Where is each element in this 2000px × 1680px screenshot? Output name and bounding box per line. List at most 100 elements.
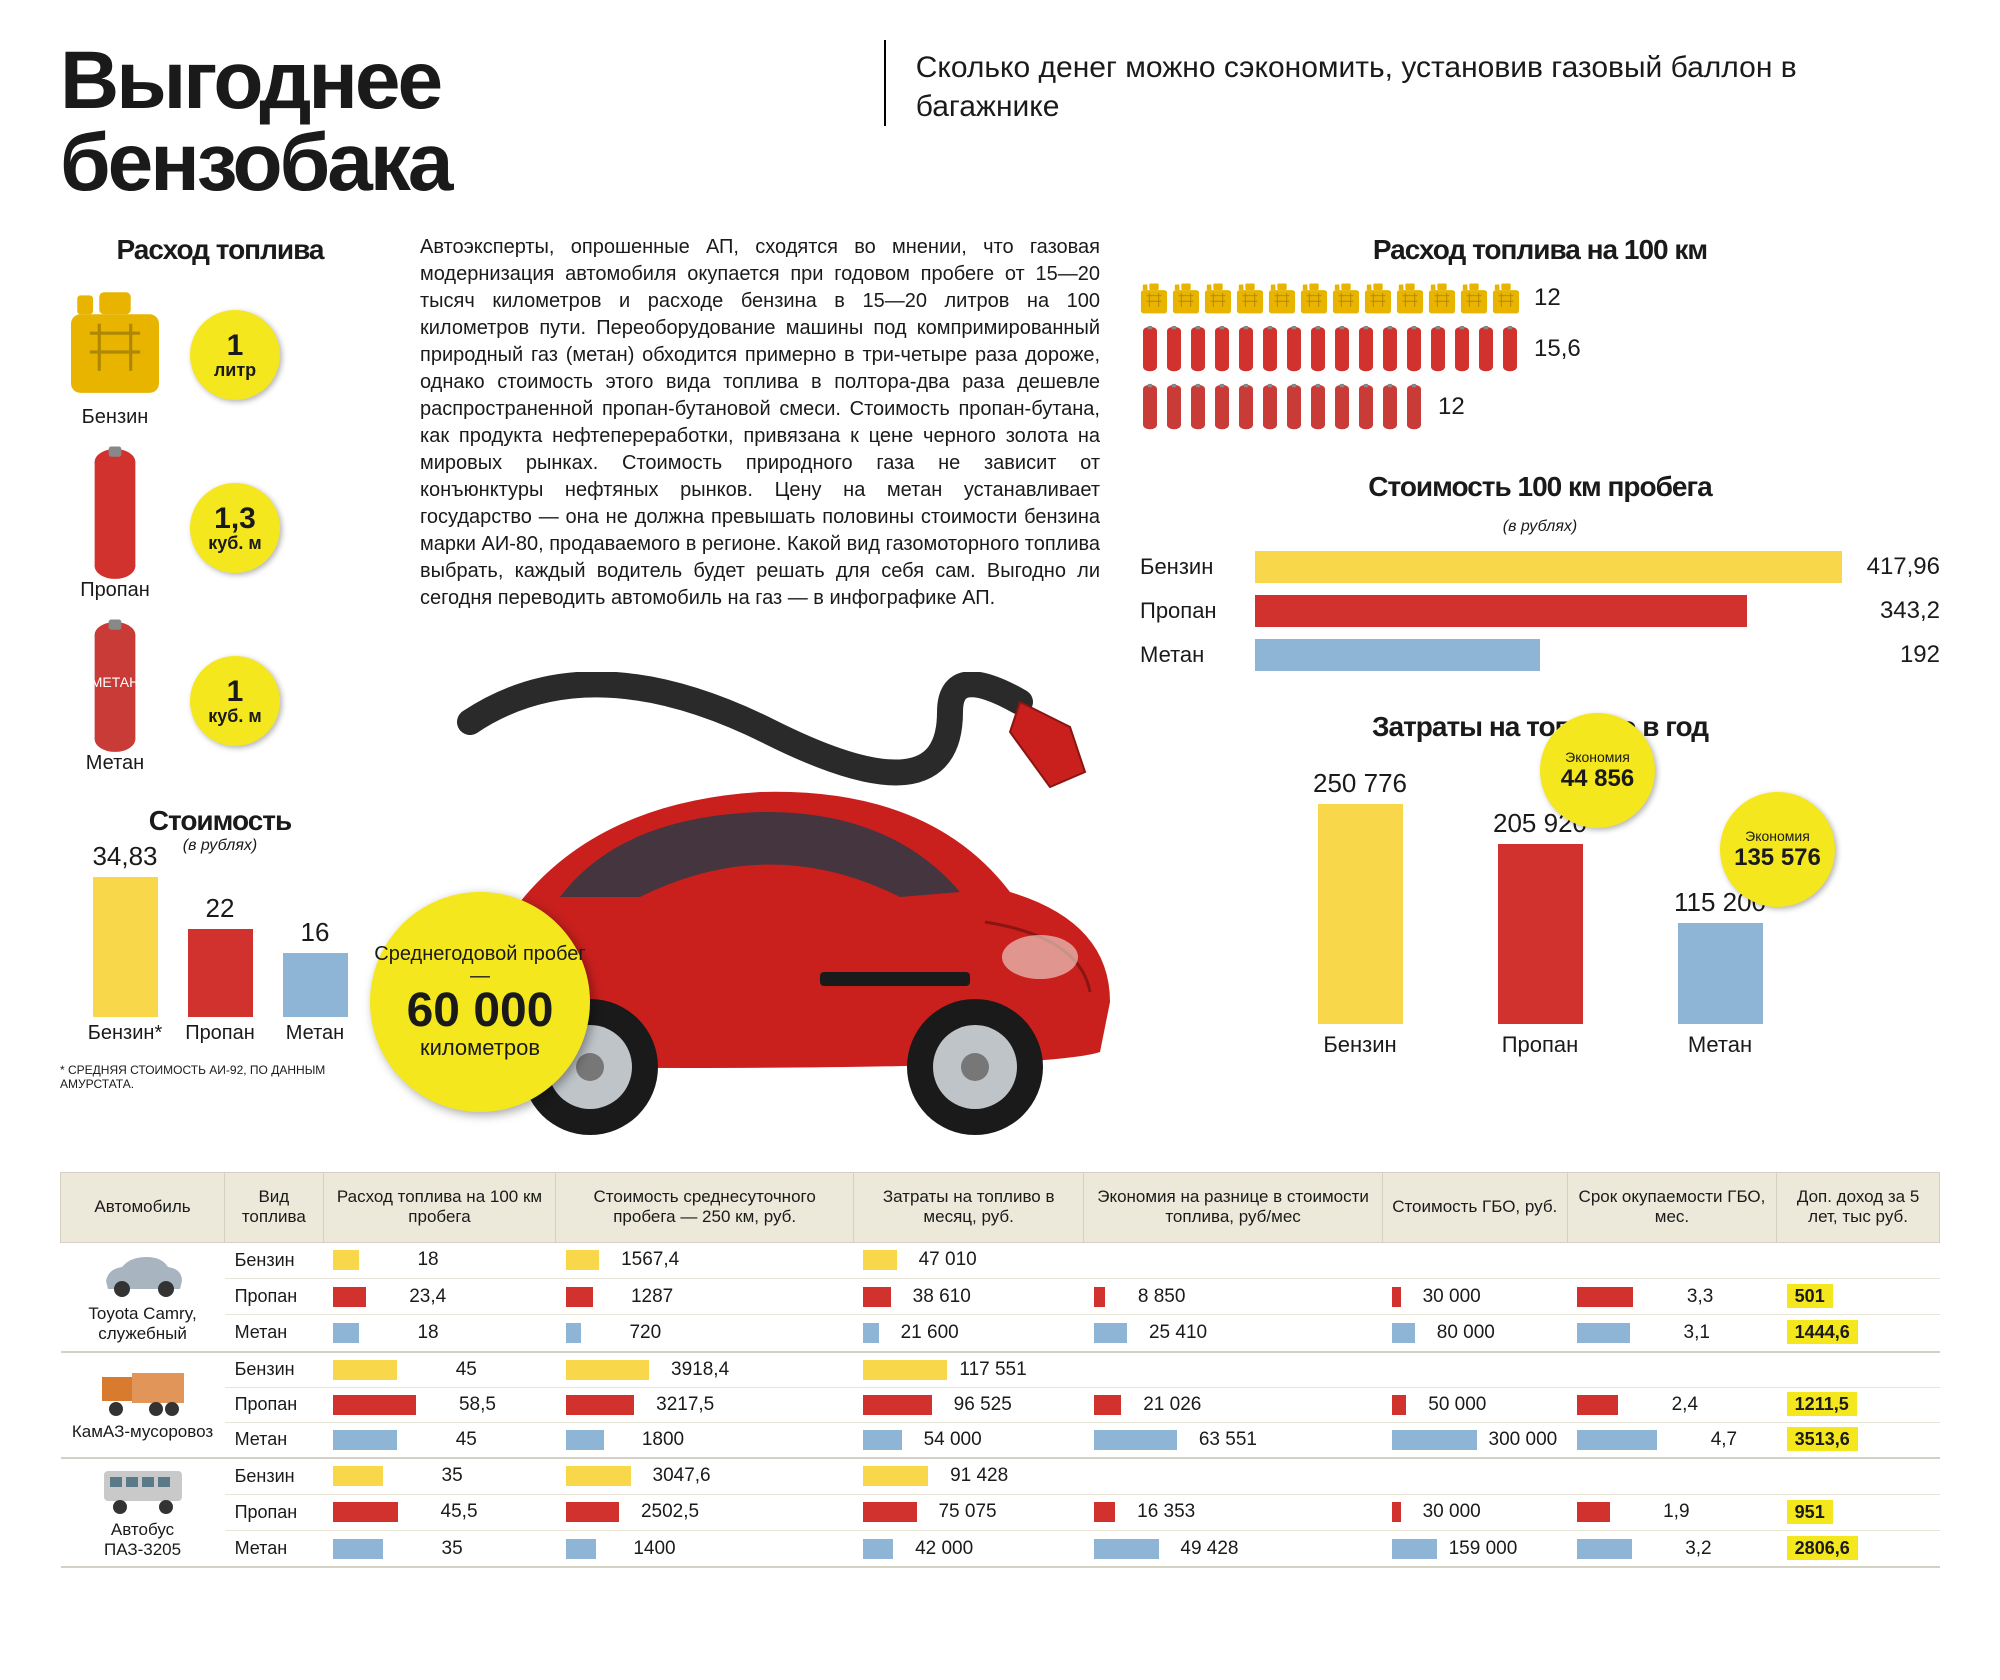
table-cell: 2502,5 (556, 1494, 854, 1530)
cost-bar: 22 Пропан (180, 893, 260, 1045)
table-cell: 42 000 (853, 1531, 1083, 1568)
table-header: Срок окупаемости ГБО, мес. (1567, 1173, 1776, 1243)
table-cell: 35 (323, 1458, 556, 1495)
table-cell: 21 600 (853, 1315, 1083, 1352)
car-cell: Автобус ПАЗ-3205 (61, 1458, 225, 1568)
table-cell: 18 (323, 1315, 556, 1352)
annual-bar: Экономия44 856 205 920 Пропан (1480, 808, 1600, 1058)
tank-icon (60, 454, 170, 574)
table-cell: 80 000 (1382, 1315, 1567, 1352)
table-cell: 45 (323, 1352, 556, 1388)
cost-100km-chart: Стоимость 100 км пробега (в рублях) Бенз… (1140, 471, 1940, 671)
table-cell: 30 000 (1382, 1279, 1567, 1315)
table-row: Пропан23,4128738 6108 85030 0003,3501 (61, 1279, 1940, 1315)
body-text: Автоэксперты, опрошенные АП, сходятся во… (420, 234, 1100, 612)
table-cell: 49 428 (1084, 1531, 1382, 1568)
table-header: Автомобиль (61, 1173, 225, 1243)
hbar-row: Метан 192 (1140, 639, 1940, 671)
cost-chart: Стоимость (в рублях) 34,83 Бензин* 22 Пр… (60, 805, 380, 1091)
income-cell: 1211,5 (1777, 1387, 1940, 1422)
cost-bar: 16 Метан (275, 917, 355, 1045)
table-cell: 3,3 (1567, 1279, 1776, 1315)
comparison-table: АвтомобильВид топливаРасход топлива на 1… (60, 1172, 1940, 1568)
page-subtitle: Сколько денег можно сэкономить, установи… (916, 48, 1940, 126)
income-cell: 951 (1777, 1494, 1940, 1530)
cost-bar: 34,83 Бензин* (85, 841, 165, 1045)
consumption-row: 15,6 (1140, 325, 1940, 373)
table-cell: 300 000 (1382, 1422, 1567, 1458)
car-cell: Toyota Camry, служебный (61, 1242, 225, 1351)
car-illustration: Среднегодовой пробег — 60 000 километров (420, 632, 1100, 1152)
savings-bubble: Экономия44 856 (1540, 713, 1655, 828)
income-cell: 2806,6 (1777, 1531, 1940, 1568)
cost-title: Стоимость (60, 805, 380, 837)
savings-bubble: Экономия135 576 (1720, 792, 1835, 907)
fuel-type: Пропан (225, 1494, 324, 1530)
fuel-type: Метан (225, 1422, 324, 1458)
vehicle-icon (98, 1249, 188, 1299)
table-row: Автобус ПАЗ-3205Бензин353047,691 428 (61, 1458, 1940, 1495)
car-cell: КамАЗ-мусоровоз (61, 1352, 225, 1458)
consumption-row: 12 (1140, 383, 1940, 431)
table-header: Стоимость среднесуточного пробега — 250 … (556, 1173, 854, 1243)
table-row: Пропан58,53217,596 52521 02650 0002,4121… (61, 1387, 1940, 1422)
table-cell: 38 610 (853, 1279, 1083, 1315)
income-cell: 501 (1777, 1279, 1940, 1315)
table-cell: 54 000 (853, 1422, 1083, 1458)
annual-cost-chart: Затраты на топливо в год 250 776 Бензин … (1140, 711, 1940, 1058)
table-cell: 63 551 (1084, 1422, 1382, 1458)
fuel-type: Бензин (225, 1352, 324, 1388)
table-cell: 1800 (556, 1422, 854, 1458)
table-cell: 50 000 (1382, 1387, 1567, 1422)
table-cell: 3217,5 (556, 1387, 854, 1422)
vehicle-icon (98, 1465, 188, 1515)
fuel-type: Бензин (225, 1242, 324, 1278)
mileage-callout: Среднегодовой пробег — 60 000 километров (370, 892, 590, 1112)
table-row: Метан1872021 60025 41080 0003,11444,6 (61, 1315, 1940, 1352)
table-cell: 58,5 (323, 1387, 556, 1422)
consumption-row: 12 (1140, 281, 1940, 315)
table-cell: 45 (323, 1422, 556, 1458)
table-cell: 16 353 (1084, 1494, 1382, 1530)
table-cell: 21 026 (1084, 1387, 1382, 1422)
fuel-type: Пропан (225, 1387, 324, 1422)
table-cell: 3,1 (1567, 1315, 1776, 1352)
table-cell: 3047,6 (556, 1458, 854, 1495)
table-cell: 159 000 (1382, 1531, 1567, 1568)
fuel-type: Пропан (225, 1279, 324, 1315)
vehicle-icon (98, 1367, 188, 1417)
table-cell: 91 428 (853, 1458, 1083, 1495)
table-cell: 23,4 (323, 1279, 556, 1315)
table-row: КамАЗ-мусоровозБензин453918,4117 551 (61, 1352, 1940, 1388)
table-cell: 4,7 (1567, 1422, 1776, 1458)
table-header: Доп. доход за 5 лет, тыс руб. (1777, 1173, 1940, 1243)
hbar-row: Бензин 417,96 (1140, 551, 1940, 583)
fuel-type: Метан (225, 1315, 324, 1352)
consumption-100km: Расход топлива на 100 км 1215,612 (1140, 234, 1940, 431)
fuel-consumption-panel: Расход топлива Бензин 1литр Пропан 1,3ку… (60, 234, 380, 1152)
table-row: Метан45180054 00063 551300 0004,73513,6 (61, 1422, 1940, 1458)
table-cell: 35 (323, 1531, 556, 1568)
annual-bar: Экономия135 576 115 200 Метан (1660, 887, 1780, 1058)
fuel-consumption-title: Расход топлива (60, 234, 380, 266)
table-cell: 1400 (556, 1531, 854, 1568)
right-column: Расход топлива на 100 км 1215,612 Стоимо… (1140, 234, 1940, 1152)
table-header: Затраты на топливо в месяц, руб. (853, 1173, 1083, 1243)
income-cell: 3513,6 (1777, 1422, 1940, 1458)
fuel-item: Бензин 1литр (60, 281, 380, 429)
fuel-badge: 1,3куб. м (190, 483, 280, 573)
table-cell: 2,4 (1567, 1387, 1776, 1422)
fuel-badge: 1литр (190, 310, 280, 400)
table-cell: 25 410 (1084, 1315, 1382, 1352)
table-cell: 117 551 (853, 1352, 1083, 1388)
table-cell: 1287 (556, 1279, 854, 1315)
fuel-type: Метан (225, 1531, 324, 1568)
table-cell: 45,5 (323, 1494, 556, 1530)
annual-bar: 250 776 Бензин (1300, 768, 1420, 1058)
fuel-item: МЕТАН Метан 1куб. м (60, 627, 380, 775)
page-title: Выгоднее бензобака (60, 40, 844, 204)
table-cell: 1,9 (1567, 1494, 1776, 1530)
table-header: Вид топлива (225, 1173, 324, 1243)
table-row: Пропан45,52502,575 07516 35330 0001,9951 (61, 1494, 1940, 1530)
tank-icon: МЕТАН (60, 627, 170, 747)
